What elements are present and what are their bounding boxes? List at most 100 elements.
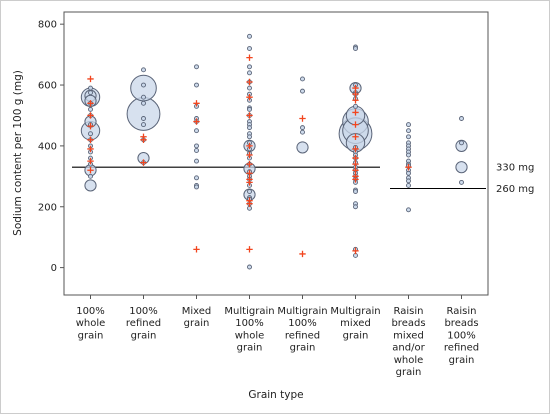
plus-marker [246,246,253,253]
bubble-point [459,116,464,121]
plus-marker [246,200,253,207]
plus-marker [299,250,306,258]
x-tick-label: 100% refined grain [126,306,161,341]
bubble-point [88,85,93,91]
x-tick-label-line: whole [76,318,106,329]
bubble-point [300,129,305,135]
plus-marker [352,109,359,116]
plus-marker [352,176,359,183]
y-tick-label: 0 [51,263,57,274]
y-axis: 0 200 400 600 800 [38,20,64,274]
bubble-point [406,207,411,213]
x-tick-label-line: 100% [235,318,264,329]
x-tick-label-line: mixed [393,330,424,341]
bubble-point [247,264,252,270]
x-tick-label-line: refined [444,343,479,354]
y-tick-label: 200 [38,202,57,213]
bubble-point [194,175,199,181]
bubble-point [194,184,199,190]
plot-area [63,11,489,296]
bubble-point [406,170,411,176]
x-tick-label-line: refined [126,318,161,329]
x-tick-label-line: grain [78,330,104,341]
plus-marker [246,94,253,101]
x-tick-label-line: 100% [447,330,476,341]
x-tick-label-line: 100% [76,306,105,317]
x-tick-label-line: 100% [129,306,158,317]
bubble-point [459,179,464,185]
x-tick-label-line: grain [343,330,369,341]
x-tick-label-line: 100% [288,318,317,329]
x-tick-label-line: breads [391,318,425,329]
bubble-point [459,140,464,146]
plus-marker [299,115,306,122]
x-tick-label: Multigrain mixed grain [330,306,380,341]
bubble-point [141,94,146,100]
bubble-point [194,64,199,70]
x-tick-label-line: whole [235,330,265,341]
bubble-point [455,139,468,152]
plus-marker [246,160,253,168]
bubble-point [194,158,199,164]
plus-marker [87,157,94,165]
bubble-point [406,122,411,128]
plus-marker [352,167,359,174]
plus-marker [87,100,94,107]
x-tick-label-line: grain [184,318,210,329]
bubble-point [194,128,199,134]
bubble-point [88,173,93,179]
x-tick-label-line: grain [237,343,263,354]
x-tick-label-line: breads [444,318,478,329]
x-tick-label-line: Raisin [394,306,424,317]
bubble-point [353,189,358,194]
x-tick-label-line: Multigrain [224,306,274,317]
bubble-point [88,106,93,112]
bubble-point [300,88,305,94]
plus-marker [87,136,94,144]
plus-marker [140,136,147,144]
plus-marker [246,170,253,177]
y-tick-label: 800 [38,20,57,31]
x-tick-label: Multigrain 100% refined grain [277,306,327,354]
bubble-point [406,183,411,188]
plus-marker [87,167,94,174]
x-tick-label-line: grain [131,330,157,341]
bubble-point [247,189,252,194]
bubble-point [247,46,252,51]
bubble-point [84,179,97,192]
plus-marker [352,84,359,92]
bubble-point [141,116,146,121]
bubble-point [247,85,252,91]
plus-marker [140,159,147,166]
bubble-point [194,82,199,88]
bubble-point [455,161,468,174]
x-tick-label: Raisin breads 100% refined grain [444,306,479,366]
x-tick-label-line: Multigrain [330,306,380,317]
plus-marker [352,97,359,104]
plus-marker [352,133,359,140]
bubble-point [406,128,411,134]
reference-lines: 330 mg 260 mg [72,163,534,195]
x-tick-label: Mixed grain [182,306,212,329]
bubble-point [141,67,146,73]
x-tick-label-line: refined [285,330,320,341]
plus-marker [352,247,359,255]
plus-marker [193,246,200,253]
bubble-point [194,148,199,153]
bubble-point [141,100,146,106]
bubble-point [406,178,411,184]
bubble-point [88,131,93,137]
bubble-point [300,76,305,82]
x-tick-label-line: Mixed [182,306,212,317]
x-tick-label-line: whole [394,355,424,366]
bubble-point [353,103,358,109]
plus-marker [193,100,200,107]
x-tick-label-line: and/or [392,343,425,354]
plus-marker [87,112,94,119]
x-tick-label: Multigrain 100% whole grain [224,306,274,354]
plus-marker [405,163,412,171]
plus-marker [87,122,94,130]
bubble-point [88,90,93,96]
